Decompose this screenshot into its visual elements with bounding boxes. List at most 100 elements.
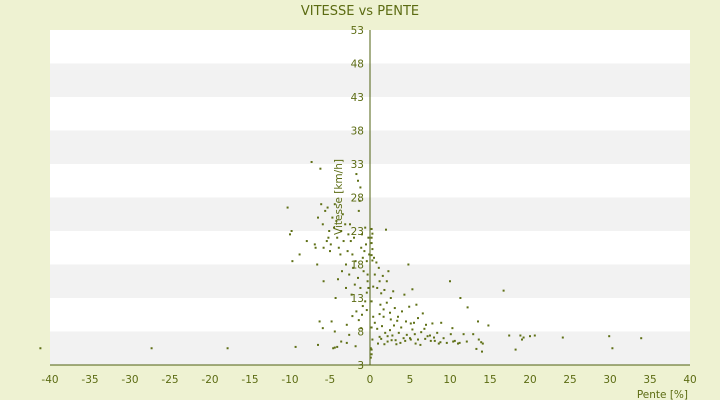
data-point	[371, 259, 374, 262]
data-point	[387, 270, 390, 273]
data-point	[521, 338, 523, 341]
data-point	[385, 280, 388, 283]
data-point	[370, 254, 373, 257]
data-point	[351, 315, 354, 318]
x-tick-label: -35	[81, 374, 98, 386]
y-tick-label: 28	[351, 193, 364, 205]
y-tick-label: 53	[351, 25, 364, 37]
data-point	[411, 288, 414, 291]
data-point	[481, 350, 483, 353]
x-tick-label: -30	[121, 374, 138, 386]
data-point	[316, 263, 319, 266]
data-point	[409, 338, 412, 341]
data-point	[366, 273, 369, 276]
data-point	[360, 246, 363, 249]
data-point	[442, 337, 445, 340]
data-point	[352, 266, 355, 269]
data-point	[329, 243, 332, 246]
data-point	[369, 356, 372, 359]
data-point	[332, 347, 335, 350]
data-point	[365, 291, 368, 294]
data-point	[294, 345, 297, 348]
data-point	[529, 335, 531, 338]
data-point	[414, 342, 417, 345]
data-point	[378, 335, 381, 338]
data-point	[421, 312, 424, 315]
data-point	[367, 236, 370, 239]
data-point	[404, 339, 407, 342]
data-point	[452, 340, 455, 343]
data-point	[289, 233, 291, 236]
data-point	[423, 327, 426, 330]
data-point	[389, 329, 391, 332]
x-tick-label: 10	[443, 374, 456, 386]
data-point	[437, 342, 440, 345]
data-point	[371, 232, 374, 235]
data-point	[487, 324, 490, 327]
data-point	[383, 343, 386, 346]
data-point	[436, 331, 439, 334]
data-point	[310, 160, 313, 163]
data-point	[364, 226, 367, 229]
data-point	[533, 334, 536, 337]
data-point	[335, 219, 338, 222]
data-point	[481, 342, 484, 345]
data-point	[353, 283, 356, 286]
data-point	[368, 253, 371, 256]
data-point	[290, 230, 293, 232]
data-point	[407, 263, 410, 266]
data-point	[413, 333, 416, 336]
data-point	[329, 250, 331, 253]
data-point	[402, 337, 405, 340]
data-point	[365, 309, 368, 312]
data-point	[291, 260, 294, 263]
data-point	[333, 226, 335, 229]
data-point	[409, 322, 412, 325]
data-point	[433, 336, 435, 339]
data-point	[397, 315, 399, 318]
data-point	[453, 339, 456, 342]
data-point	[321, 223, 324, 226]
data-point	[429, 339, 432, 342]
data-point	[370, 353, 373, 356]
data-point	[393, 307, 396, 310]
data-point	[314, 246, 317, 249]
data-point	[361, 233, 363, 236]
data-point	[370, 236, 373, 239]
data-point	[325, 240, 328, 243]
data-point	[305, 240, 308, 243]
data-point	[324, 209, 327, 212]
data-point	[355, 310, 358, 313]
data-point	[401, 310, 403, 313]
data-point	[353, 236, 355, 239]
x-tick-label: -25	[161, 374, 178, 386]
data-point	[445, 341, 448, 344]
y-tick-label: 13	[351, 293, 364, 305]
data-point	[361, 313, 363, 316]
data-point	[328, 230, 331, 232]
data-point	[386, 340, 389, 343]
data-point	[389, 297, 392, 299]
data-point	[340, 230, 343, 232]
data-point	[640, 337, 643, 340]
data-point	[384, 331, 387, 334]
data-point	[370, 242, 373, 245]
data-point	[333, 203, 336, 206]
data-point	[357, 319, 360, 322]
y-tick-label: 48	[351, 59, 364, 71]
data-point	[459, 297, 462, 299]
data-point	[351, 253, 354, 256]
data-point	[611, 347, 614, 350]
data-point	[376, 286, 379, 289]
data-point	[150, 347, 153, 350]
data-point	[372, 315, 375, 318]
data-point	[361, 256, 364, 259]
x-tick-label: -20	[201, 374, 218, 386]
data-point	[383, 288, 386, 291]
data-point	[380, 337, 383, 340]
data-point	[439, 341, 442, 344]
x-tick-label: 35	[643, 374, 656, 386]
data-point	[286, 206, 289, 209]
data-point	[342, 240, 345, 243]
